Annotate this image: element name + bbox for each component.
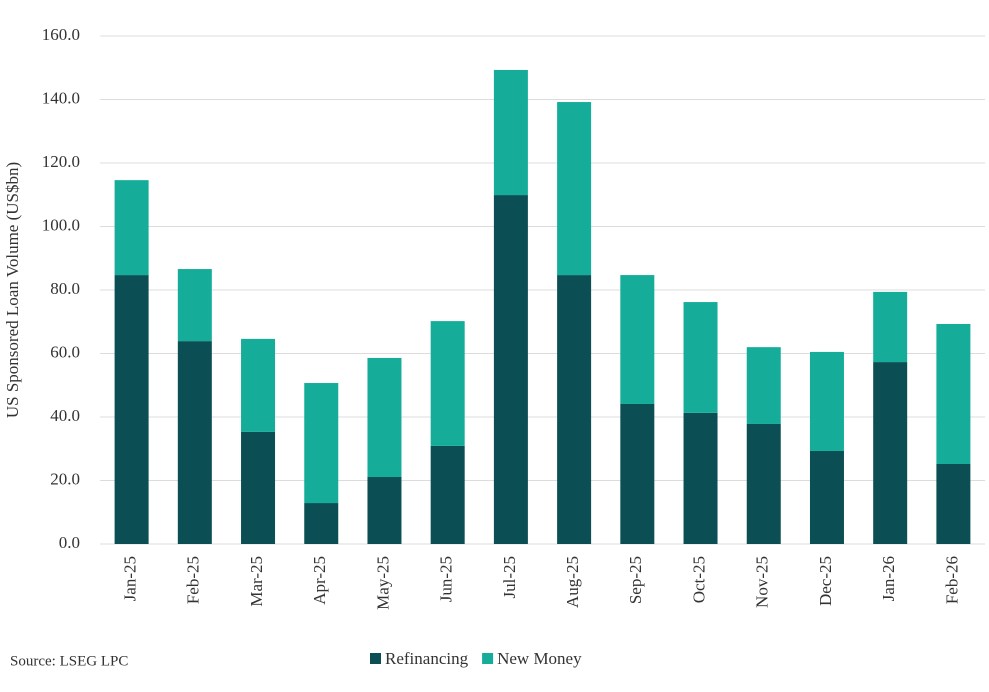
x-tick-label: Aug-25 — [563, 556, 582, 608]
x-tick-label: Jan-25 — [121, 556, 140, 601]
bar-segment — [809, 351, 844, 451]
y-tick-label: 20.0 — [50, 469, 80, 488]
bar-segment — [746, 423, 781, 544]
bar-segment — [493, 69, 528, 196]
x-tick-label: Sep-25 — [626, 556, 645, 604]
bar-segment — [114, 275, 149, 544]
x-tick-label: Jan-26 — [879, 556, 898, 601]
x-tick-label: Nov-25 — [753, 556, 772, 608]
y-tick-label: 160.0 — [42, 25, 80, 44]
bar-segment — [936, 323, 971, 464]
bar-segment — [177, 269, 212, 342]
legend-label: New Money — [497, 649, 582, 668]
source: Source: LSEG LPC — [10, 653, 128, 669]
bar-segment — [304, 503, 339, 544]
bar-segment — [241, 338, 276, 432]
x-tick-label: May-25 — [373, 556, 392, 610]
bar-segment — [177, 341, 212, 544]
bar-segment — [430, 321, 465, 446]
legend-swatch — [482, 653, 494, 664]
legend-label: Refinancing — [385, 649, 469, 668]
x-tick-label: Feb-26 — [942, 556, 961, 604]
bar-segment — [809, 450, 844, 544]
x-tick-label: Dec-25 — [816, 556, 835, 606]
x-tick-label: Jun-25 — [437, 556, 456, 602]
bar-segment — [683, 302, 718, 413]
y-tick-label: 0.0 — [59, 533, 80, 552]
x-tick-label: Feb-25 — [184, 556, 203, 604]
bar-segment — [367, 477, 402, 544]
x-tick-label: Oct-25 — [689, 556, 708, 603]
bar-segment — [873, 362, 908, 544]
y-tick-label: 80.0 — [50, 279, 80, 298]
y-tick-label: 40.0 — [50, 406, 80, 425]
y-tick-label: 100.0 — [42, 215, 80, 234]
bar-segment — [114, 180, 149, 276]
x-tick-label: Apr-25 — [310, 556, 329, 605]
y-axis-label: US Sponsored Loan Volume (US$bn) — [3, 162, 22, 418]
bar-segment — [873, 291, 908, 363]
bar-segment — [367, 357, 402, 478]
y-tick-label: 60.0 — [50, 342, 80, 361]
bar-segment — [304, 383, 339, 504]
bar-segment — [241, 431, 276, 544]
bar-segment — [557, 275, 592, 544]
bar-segment — [620, 403, 655, 544]
legend-swatch — [370, 653, 381, 664]
bar-segment — [936, 463, 971, 544]
x-tick-label: Mar-25 — [247, 556, 266, 607]
bar-segment — [430, 445, 465, 544]
bar-segment — [746, 347, 781, 424]
x-tick-label: Jul-25 — [500, 556, 519, 599]
bar-segment — [557, 102, 592, 276]
y-tick-label: 120.0 — [42, 152, 80, 171]
bar-segment — [683, 412, 718, 544]
bar-segment — [620, 275, 655, 404]
bar-segment — [493, 195, 528, 544]
y-tick-label: 140.0 — [42, 88, 80, 107]
